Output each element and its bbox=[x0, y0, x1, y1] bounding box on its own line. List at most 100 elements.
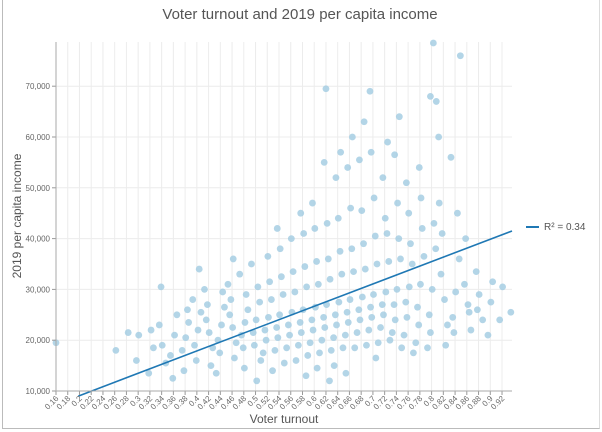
data-point bbox=[407, 240, 414, 248]
data-point bbox=[195, 265, 203, 273]
data-point bbox=[427, 329, 434, 336]
data-point bbox=[465, 308, 473, 316]
y-tick-label: 20,000 bbox=[26, 336, 51, 345]
y-tick-label: 50,000 bbox=[26, 184, 51, 193]
data-point bbox=[365, 326, 373, 334]
x-axis-label: Voter turnout bbox=[250, 412, 319, 426]
data-point bbox=[370, 291, 377, 298]
data-point bbox=[335, 298, 343, 306]
data-point bbox=[316, 349, 323, 357]
data-point bbox=[327, 346, 335, 354]
data-point bbox=[232, 339, 240, 347]
data-point bbox=[202, 316, 210, 324]
data-point bbox=[224, 280, 232, 288]
data-point bbox=[372, 354, 380, 362]
data-point bbox=[231, 354, 238, 362]
data-point bbox=[318, 336, 326, 344]
data-point bbox=[348, 245, 356, 253]
data-point bbox=[414, 303, 421, 311]
data-point bbox=[280, 359, 288, 367]
data-point bbox=[314, 280, 322, 288]
data-point bbox=[212, 369, 220, 377]
data-point bbox=[292, 357, 300, 364]
data-point bbox=[437, 270, 445, 278]
data-point bbox=[204, 301, 211, 309]
data-point bbox=[171, 331, 178, 339]
data-point bbox=[373, 260, 381, 268]
data-point bbox=[489, 278, 497, 286]
data-point bbox=[424, 344, 431, 352]
data-point bbox=[371, 232, 379, 240]
data-point bbox=[380, 311, 387, 319]
data-point bbox=[158, 341, 166, 349]
data-point bbox=[472, 268, 480, 276]
data-point bbox=[379, 174, 387, 182]
legend-label: R² = 0.34 bbox=[544, 222, 586, 233]
data-point bbox=[150, 344, 157, 352]
data-point bbox=[326, 377, 333, 385]
data-point bbox=[178, 346, 186, 354]
data-point bbox=[124, 329, 132, 336]
data-point bbox=[197, 308, 205, 316]
data-point bbox=[167, 352, 174, 359]
data-point bbox=[297, 209, 305, 217]
data-point bbox=[216, 349, 224, 357]
data-point bbox=[435, 133, 443, 141]
data-point bbox=[229, 324, 237, 331]
data-point bbox=[135, 331, 143, 339]
data-point bbox=[438, 230, 446, 237]
data-point bbox=[455, 255, 463, 263]
data-point bbox=[403, 313, 411, 321]
data-point bbox=[356, 316, 364, 324]
data-point bbox=[442, 341, 450, 349]
data-point bbox=[405, 283, 413, 291]
data-point bbox=[370, 194, 378, 202]
data-point bbox=[256, 298, 264, 306]
data-point bbox=[266, 278, 274, 286]
data-point bbox=[381, 214, 389, 222]
data-point bbox=[366, 87, 374, 95]
data-point bbox=[264, 252, 272, 260]
data-point bbox=[248, 260, 255, 268]
data-point bbox=[360, 118, 368, 126]
data-point bbox=[218, 321, 225, 329]
points bbox=[52, 39, 515, 385]
data-point bbox=[291, 288, 299, 296]
data-point bbox=[303, 283, 310, 291]
data-point bbox=[367, 303, 374, 311]
data-point bbox=[344, 164, 352, 171]
data-point bbox=[408, 260, 416, 268]
y-axis-label: 2019 per capita income bbox=[10, 153, 24, 278]
data-point bbox=[330, 362, 338, 369]
data-point bbox=[342, 369, 350, 377]
data-point bbox=[384, 138, 391, 146]
data-point bbox=[348, 133, 356, 141]
data-point bbox=[415, 321, 423, 329]
data-point bbox=[274, 334, 282, 342]
data-point bbox=[147, 326, 155, 334]
data-point bbox=[253, 377, 261, 385]
data-point bbox=[261, 326, 269, 334]
data-point bbox=[277, 273, 285, 281]
trendline bbox=[78, 230, 513, 397]
data-point bbox=[191, 341, 198, 349]
chart-title: Voter turnout and 2019 per capita income bbox=[162, 6, 437, 23]
data-point bbox=[273, 225, 281, 232]
data-point bbox=[241, 319, 249, 326]
data-point bbox=[395, 113, 403, 121]
data-point bbox=[252, 316, 260, 324]
data-point bbox=[185, 319, 193, 326]
data-point bbox=[145, 369, 153, 377]
data-point bbox=[180, 367, 188, 375]
data-point bbox=[358, 293, 366, 301]
data-point bbox=[227, 296, 235, 303]
data-point bbox=[449, 313, 457, 321]
data-point bbox=[391, 316, 399, 324]
data-point bbox=[332, 174, 340, 182]
data-point bbox=[395, 235, 403, 242]
data-point bbox=[320, 313, 328, 321]
data-point bbox=[239, 344, 247, 352]
data-point bbox=[229, 255, 237, 263]
data-point bbox=[487, 298, 495, 306]
